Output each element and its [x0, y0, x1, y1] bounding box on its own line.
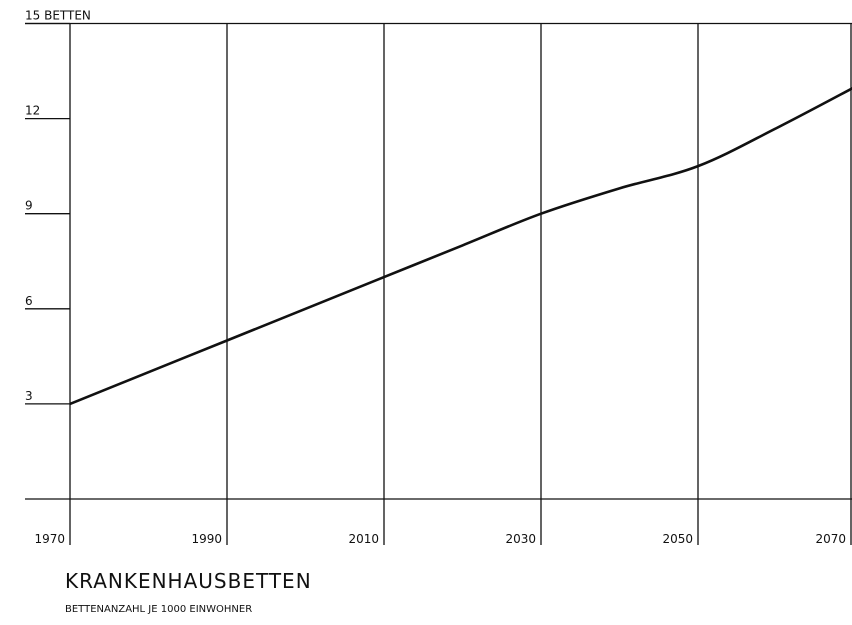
x-tick-label: 2070 [815, 532, 846, 546]
chart-title: KRANKENHAUSBETTEN [65, 569, 312, 593]
chart-subtitle: BETTENANZAHL JE 1000 EINWOHNER [65, 604, 252, 615]
x-tick-label: 2030 [505, 532, 536, 546]
data-line [69, 87, 852, 406]
x-tick-label: 2050 [662, 532, 693, 546]
y-tick-label: 9 [25, 199, 33, 213]
x-tick-label: 1990 [191, 532, 222, 546]
y-tick-label: 12 [25, 104, 40, 118]
y-tick-label: 15 BETTEN [25, 9, 91, 23]
y-tick-label: 6 [25, 294, 33, 308]
y-tick-label: 3 [25, 389, 33, 403]
x-tick-label: 2010 [348, 532, 379, 546]
x-tick-label: 1970 [34, 532, 65, 546]
